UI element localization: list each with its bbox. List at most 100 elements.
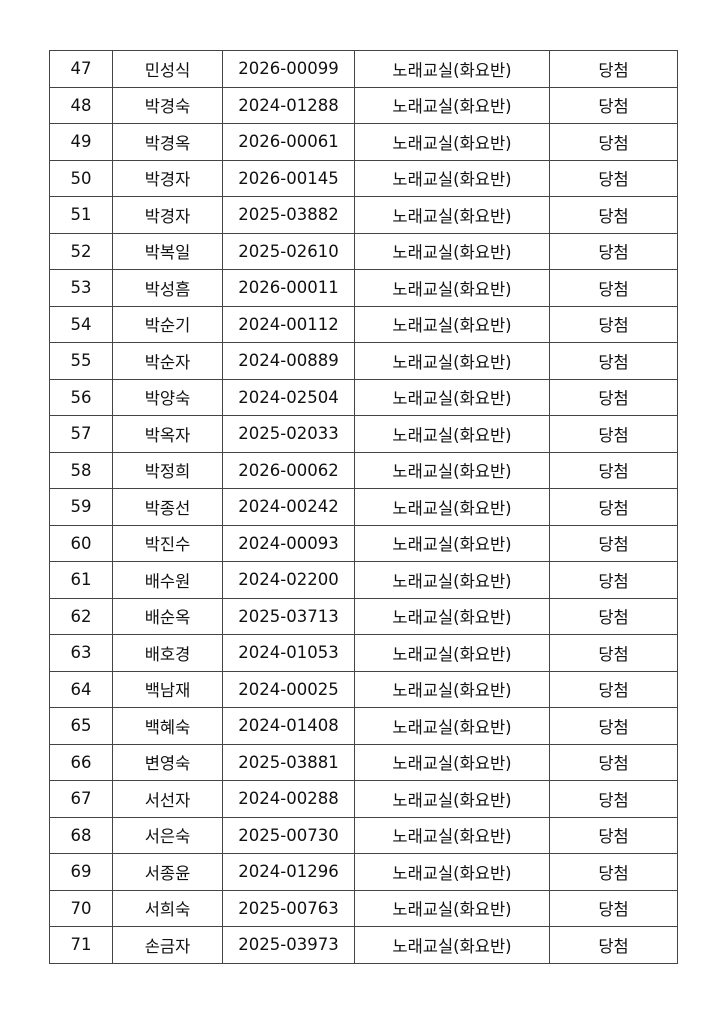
member-id-cell: 2026-00145 — [222, 159, 355, 197]
row-number-cell: 55 — [49, 342, 113, 380]
table-row: 53 박성흠 2026-00011 노래교실(화요반) 당첨 — [49, 269, 678, 307]
table-row: 66 변영숙 2025-03881 노래교실(화요반) 당첨 — [49, 743, 678, 781]
row-number-cell: 49 — [49, 123, 113, 161]
applicant-name-cell: 박경숙 — [112, 86, 223, 124]
result-status-cell: 당첨 — [549, 670, 678, 708]
row-number-cell: 68 — [49, 816, 113, 854]
row-number-cell: 65 — [49, 707, 113, 745]
member-id-cell: 2024-00288 — [222, 780, 355, 818]
applicant-name-cell: 박경자 — [112, 196, 223, 234]
result-status-cell: 당첨 — [549, 123, 678, 161]
row-number-cell: 59 — [49, 488, 113, 526]
applicant-name-cell: 배호경 — [112, 634, 223, 672]
member-id-cell: 2025-00730 — [222, 816, 355, 854]
program-name-cell: 노래교실(화요반) — [354, 634, 550, 672]
member-id-cell: 2026-00061 — [222, 123, 355, 161]
row-number-cell: 48 — [49, 86, 113, 124]
member-id-cell: 2024-00093 — [222, 524, 355, 562]
applicant-name-cell: 백혜숙 — [112, 707, 223, 745]
applicant-name-cell: 박순기 — [112, 305, 223, 343]
row-number-cell: 52 — [49, 232, 113, 270]
member-id-cell: 2024-00112 — [222, 305, 355, 343]
table-row: 59 박종선 2024-00242 노래교실(화요반) 당첨 — [49, 488, 678, 526]
result-status-cell: 당첨 — [549, 634, 678, 672]
program-name-cell: 노래교실(화요반) — [354, 926, 550, 964]
member-id-cell: 2025-03882 — [222, 196, 355, 234]
applicant-name-cell: 민성식 — [112, 50, 223, 88]
results-table: 47 민성식 2026-00099 노래교실(화요반) 당첨 48 박경숙 2024-0128… — [49, 50, 678, 964]
result-status-cell: 당첨 — [549, 342, 678, 380]
table-row: 63 배호경 2024-01053 노래교실(화요반) 당첨 — [49, 634, 678, 672]
result-status-cell: 당첨 — [549, 415, 678, 453]
results-table-body: 47 민성식 2026-00099 노래교실(화요반) 당첨 48 박경숙 2024-0128… — [49, 50, 678, 964]
member-id-cell: 2024-00242 — [222, 488, 355, 526]
program-name-cell: 노래교실(화요반) — [354, 269, 550, 307]
program-name-cell: 노래교실(화요반) — [354, 305, 550, 343]
row-number-cell: 51 — [49, 196, 113, 234]
result-status-cell: 당첨 — [549, 488, 678, 526]
member-id-cell: 2025-03713 — [222, 597, 355, 635]
result-status-cell: 당첨 — [549, 561, 678, 599]
result-status-cell: 당첨 — [549, 780, 678, 818]
applicant-name-cell: 박순자 — [112, 342, 223, 380]
result-status-cell: 당첨 — [549, 378, 678, 416]
applicant-name-cell: 배수원 — [112, 561, 223, 599]
member-id-cell: 2024-00889 — [222, 342, 355, 380]
result-status-cell: 당첨 — [549, 816, 678, 854]
row-number-cell: 53 — [49, 269, 113, 307]
member-id-cell: 2024-01288 — [222, 86, 355, 124]
program-name-cell: 노래교실(화요반) — [354, 561, 550, 599]
row-number-cell: 69 — [49, 853, 113, 891]
table-row: 49 박경옥 2026-00061 노래교실(화요반) 당첨 — [49, 123, 678, 161]
table-row: 61 배수원 2024-02200 노래교실(화요반) 당첨 — [49, 561, 678, 599]
program-name-cell: 노래교실(화요반) — [354, 86, 550, 124]
row-number-cell: 54 — [49, 305, 113, 343]
table-row: 56 박양숙 2024-02504 노래교실(화요반) 당첨 — [49, 378, 678, 416]
table-row: 51 박경자 2025-03882 노래교실(화요반) 당첨 — [49, 196, 678, 234]
table-row: 62 배순옥 2025-03713 노래교실(화요반) 당첨 — [49, 597, 678, 635]
applicant-name-cell: 변영숙 — [112, 743, 223, 781]
member-id-cell: 2026-00062 — [222, 451, 355, 489]
applicant-name-cell: 박종선 — [112, 488, 223, 526]
program-name-cell: 노래교실(화요반) — [354, 50, 550, 88]
program-name-cell: 노래교실(화요반) — [354, 451, 550, 489]
applicant-name-cell: 박경옥 — [112, 123, 223, 161]
program-name-cell: 노래교실(화요반) — [354, 232, 550, 270]
applicant-name-cell: 박성흠 — [112, 269, 223, 307]
result-status-cell: 당첨 — [549, 743, 678, 781]
member-id-cell: 2025-00763 — [222, 889, 355, 927]
row-number-cell: 62 — [49, 597, 113, 635]
program-name-cell: 노래교실(화요반) — [354, 378, 550, 416]
result-status-cell: 당첨 — [549, 524, 678, 562]
applicant-name-cell: 박정희 — [112, 451, 223, 489]
table-row: 60 박진수 2024-00093 노래교실(화요반) 당첨 — [49, 524, 678, 562]
applicant-name-cell: 박옥자 — [112, 415, 223, 453]
program-name-cell: 노래교실(화요반) — [354, 670, 550, 708]
program-name-cell: 노래교실(화요반) — [354, 889, 550, 927]
program-name-cell: 노래교실(화요반) — [354, 415, 550, 453]
applicant-name-cell: 박복일 — [112, 232, 223, 270]
table-row: 58 박정희 2026-00062 노래교실(화요반) 당첨 — [49, 451, 678, 489]
program-name-cell: 노래교실(화요반) — [354, 743, 550, 781]
row-number-cell: 64 — [49, 670, 113, 708]
row-number-cell: 50 — [49, 159, 113, 197]
member-id-cell: 2024-02200 — [222, 561, 355, 599]
result-status-cell: 당첨 — [549, 50, 678, 88]
table-row: 69 서종윤 2024-01296 노래교실(화요반) 당첨 — [49, 853, 678, 891]
table-row: 64 백남재 2024-00025 노래교실(화요반) 당첨 — [49, 670, 678, 708]
applicant-name-cell: 서은숙 — [112, 816, 223, 854]
table-row: 57 박옥자 2025-02033 노래교실(화요반) 당첨 — [49, 415, 678, 453]
table-row: 50 박경자 2026-00145 노래교실(화요반) 당첨 — [49, 159, 678, 197]
member-id-cell: 2024-01408 — [222, 707, 355, 745]
program-name-cell: 노래교실(화요반) — [354, 707, 550, 745]
result-status-cell: 당첨 — [549, 889, 678, 927]
program-name-cell: 노래교실(화요반) — [354, 816, 550, 854]
applicant-name-cell: 배순옥 — [112, 597, 223, 635]
member-id-cell: 2024-02504 — [222, 378, 355, 416]
applicant-name-cell: 손금자 — [112, 926, 223, 964]
row-number-cell: 47 — [49, 50, 113, 88]
table-row: 54 박순기 2024-00112 노래교실(화요반) 당첨 — [49, 305, 678, 343]
table-row: 71 손금자 2025-03973 노래교실(화요반) 당첨 — [49, 926, 678, 964]
table-row: 52 박복일 2025-02610 노래교실(화요반) 당첨 — [49, 232, 678, 270]
row-number-cell: 56 — [49, 378, 113, 416]
